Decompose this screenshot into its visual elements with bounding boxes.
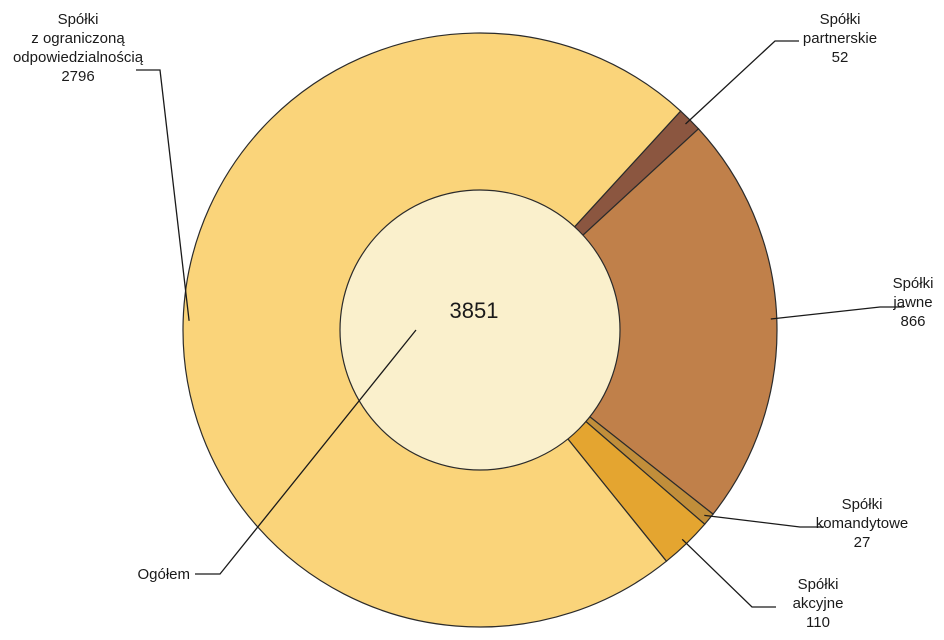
slice-value-1: 866 bbox=[900, 313, 925, 330]
total-leader-line bbox=[195, 329, 417, 575]
labels-layer: Spółki partnerskie 52 Spółki jawne 866 Spółki k… bbox=[13, 11, 933, 631]
slice-value-3: 110 bbox=[806, 614, 830, 631]
slice-value-2: 27 bbox=[854, 534, 871, 551]
slice-label-line: akcyjne bbox=[793, 595, 844, 612]
slice-label-line: odpowiedzialnością bbox=[13, 49, 144, 66]
leader-line-1 bbox=[770, 306, 904, 320]
slice-label-line: Spółki bbox=[58, 11, 99, 28]
slice-label-line: Spółki bbox=[820, 11, 861, 28]
slice-label-1: Spółki jawne 866 bbox=[892, 275, 933, 330]
slice-label-line: komandytowe bbox=[816, 515, 909, 532]
slice-label-2: Spółki komandytowe 27 bbox=[816, 496, 909, 551]
slice-label-line: Spółki bbox=[798, 576, 839, 593]
total-category-label: Ogółem bbox=[137, 566, 190, 583]
slice-label-3: Spółki akcyjne 110 bbox=[793, 576, 844, 631]
total-value-label: 3851 bbox=[450, 298, 499, 323]
leader-line-0 bbox=[685, 40, 799, 125]
leader-line-2 bbox=[704, 514, 824, 528]
slice-label-line: jawne bbox=[892, 294, 932, 311]
total-inner-circle bbox=[339, 189, 621, 471]
leader-line-3 bbox=[681, 538, 776, 608]
slice-label-line: Spółki bbox=[893, 275, 934, 292]
slice-label-0: Spółki partnerskie 52 bbox=[803, 11, 877, 66]
slice-label-line: Spółki bbox=[842, 496, 883, 513]
slice-label-4: Spółki z ograniczoną odpowiedzialnością 279… bbox=[13, 11, 144, 85]
leaders-layer bbox=[136, 40, 904, 608]
slice-value-0: 52 bbox=[832, 49, 849, 66]
slice-label-line: partnerskie bbox=[803, 30, 877, 47]
slice-value-4: 2796 bbox=[61, 68, 94, 85]
leader-line-4 bbox=[136, 69, 190, 321]
slice-label-line: z ograniczoną bbox=[31, 30, 125, 47]
